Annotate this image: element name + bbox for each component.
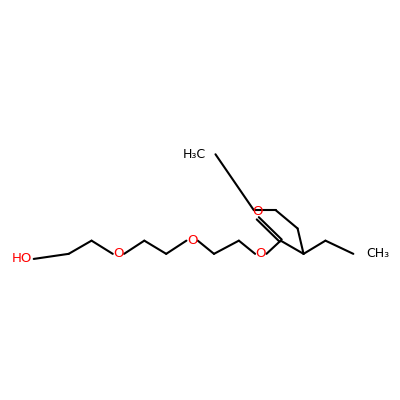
Text: H₃C: H₃C (183, 148, 206, 161)
Text: O: O (252, 205, 263, 218)
Text: CH₃: CH₃ (366, 247, 390, 260)
Text: O: O (256, 247, 266, 260)
Text: O: O (113, 247, 124, 260)
Text: O: O (187, 234, 197, 247)
Text: HO: HO (12, 252, 32, 266)
